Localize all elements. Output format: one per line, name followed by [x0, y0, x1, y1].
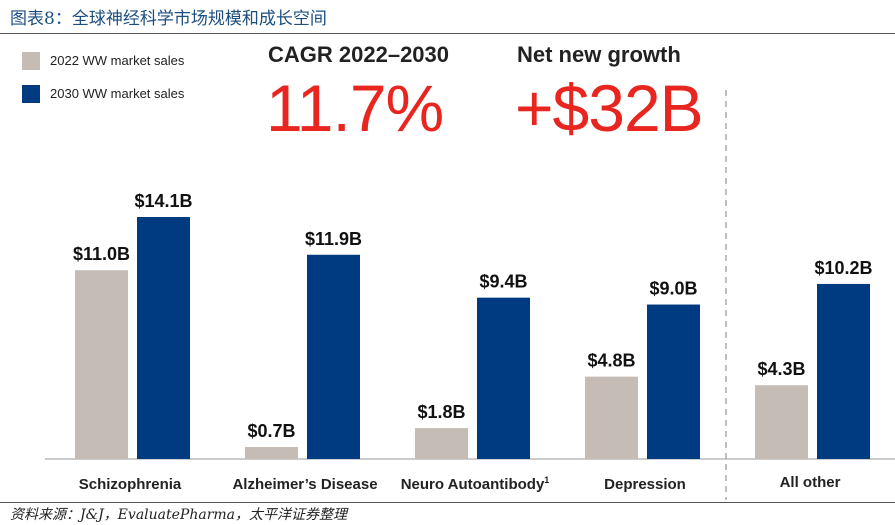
bar-2022	[75, 270, 128, 459]
bar-2022	[755, 385, 808, 459]
figure-title: 图表8：全球神经科学市场规模和成长空间	[10, 9, 327, 29]
bottom-rule	[0, 502, 895, 503]
data-label-2030: $9.4B	[479, 272, 527, 292]
data-label-2022: $11.0B	[73, 244, 130, 264]
category-label: Schizophrenia	[79, 476, 182, 493]
data-label-2030: $9.0B	[649, 279, 697, 299]
legend-label-2030: 2030 WW market sales	[50, 86, 185, 101]
bar-2022	[415, 428, 468, 459]
source-note: 资料来源：J&J，EvaluatePharma，太平洋证券整理	[10, 507, 348, 523]
data-label-2030: $11.9B	[305, 229, 362, 249]
cagr-value: 11.7%	[266, 71, 444, 145]
bar-2030	[307, 254, 360, 459]
category-label: Neuro Autoantibody1	[401, 475, 550, 493]
bar-2030	[137, 217, 190, 459]
data-label-2022: $4.3B	[757, 359, 805, 379]
data-label-2022: $1.8B	[417, 402, 465, 422]
data-label-2030: $10.2B	[814, 258, 872, 278]
bar-2030	[817, 283, 870, 459]
legend-swatch-2022	[22, 51, 40, 70]
data-label-2022: $0.7B	[247, 421, 295, 441]
category-label: All other	[780, 474, 841, 491]
data-label-2022: $4.8B	[587, 351, 635, 371]
category-label: Depression	[604, 476, 686, 493]
cagr-label: CAGR 2022–2030	[268, 42, 450, 67]
top-rule	[0, 33, 895, 34]
legend-swatch-2030	[22, 84, 40, 103]
growth-label: Net new growth	[517, 42, 681, 67]
legend-item-2022: 2022 WW market sales	[22, 44, 184, 77]
legend: 2022 WW market sales 2030 WW market sale…	[22, 44, 184, 110]
data-label-2030: $14.1B	[134, 191, 192, 211]
bar-2030	[477, 297, 530, 459]
legend-label-2022: 2022 WW market sales	[50, 53, 185, 68]
legend-item-2030: 2030 WW market sales	[22, 77, 184, 110]
growth-value: +$32B	[515, 71, 704, 145]
category-label: Alzheimer’s Disease	[232, 476, 377, 493]
bar-2022	[585, 376, 638, 459]
bar-2022	[245, 446, 298, 459]
bar-2030	[647, 304, 700, 459]
